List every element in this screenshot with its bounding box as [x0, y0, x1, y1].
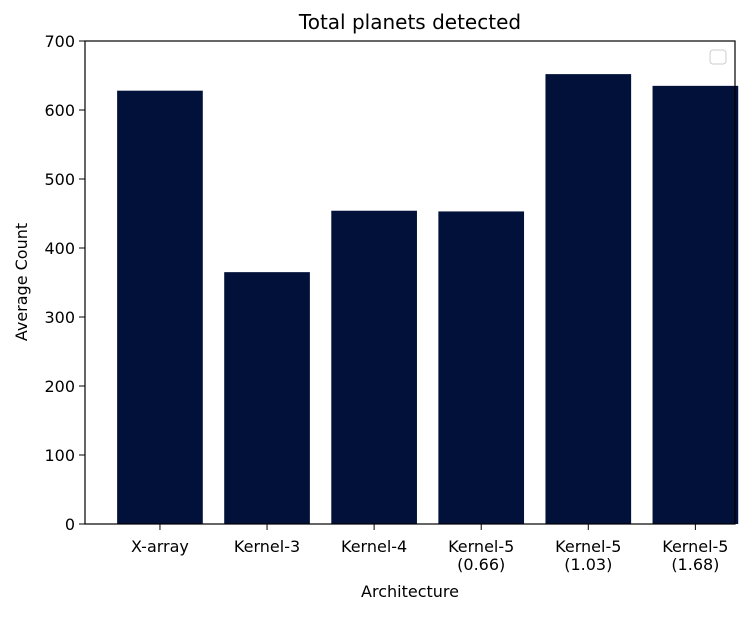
bar	[117, 90, 203, 525]
x-tick-label: Kernel-3	[234, 537, 300, 556]
bar	[224, 272, 310, 524]
x-axis: X-array Kernel-3 Kernel-4 Kernel-5(0.66)Ker…	[131, 524, 728, 574]
x-axis-label: Architecture	[361, 582, 459, 601]
y-axis-label: Average Count	[12, 223, 31, 341]
bar	[331, 210, 417, 525]
y-tick-label: 700	[44, 32, 75, 51]
x-tick-label: (1.03)	[564, 555, 612, 574]
x-tick-label: X-array	[131, 537, 189, 556]
y-axis: 0 100 200 300 400 500 600 700	[44, 32, 85, 534]
chart-title: Total planets detected	[298, 10, 521, 34]
y-tick-label: 400	[44, 239, 75, 258]
y-tick-label: 0	[65, 515, 75, 534]
legend-box	[709, 49, 727, 65]
bar	[438, 211, 525, 524]
x-tick-label: Kernel-4	[341, 537, 407, 556]
x-tick-label: Kernel-5	[448, 537, 514, 556]
bar	[545, 74, 632, 525]
y-tick-label: 500	[44, 170, 75, 189]
bars	[117, 74, 739, 525]
bar	[652, 85, 739, 524]
x-tick-label: (1.68)	[671, 555, 719, 574]
x-tick-label: Kernel-5	[555, 537, 621, 556]
y-tick-label: 300	[44, 308, 75, 327]
y-tick-label: 600	[44, 101, 75, 120]
x-tick-label: Kernel-5	[662, 537, 728, 556]
y-tick-label: 100	[44, 446, 75, 465]
plot-frame	[84, 40, 736, 525]
x-tick-label: (0.66)	[457, 555, 505, 574]
y-tick-label: 200	[44, 377, 75, 396]
